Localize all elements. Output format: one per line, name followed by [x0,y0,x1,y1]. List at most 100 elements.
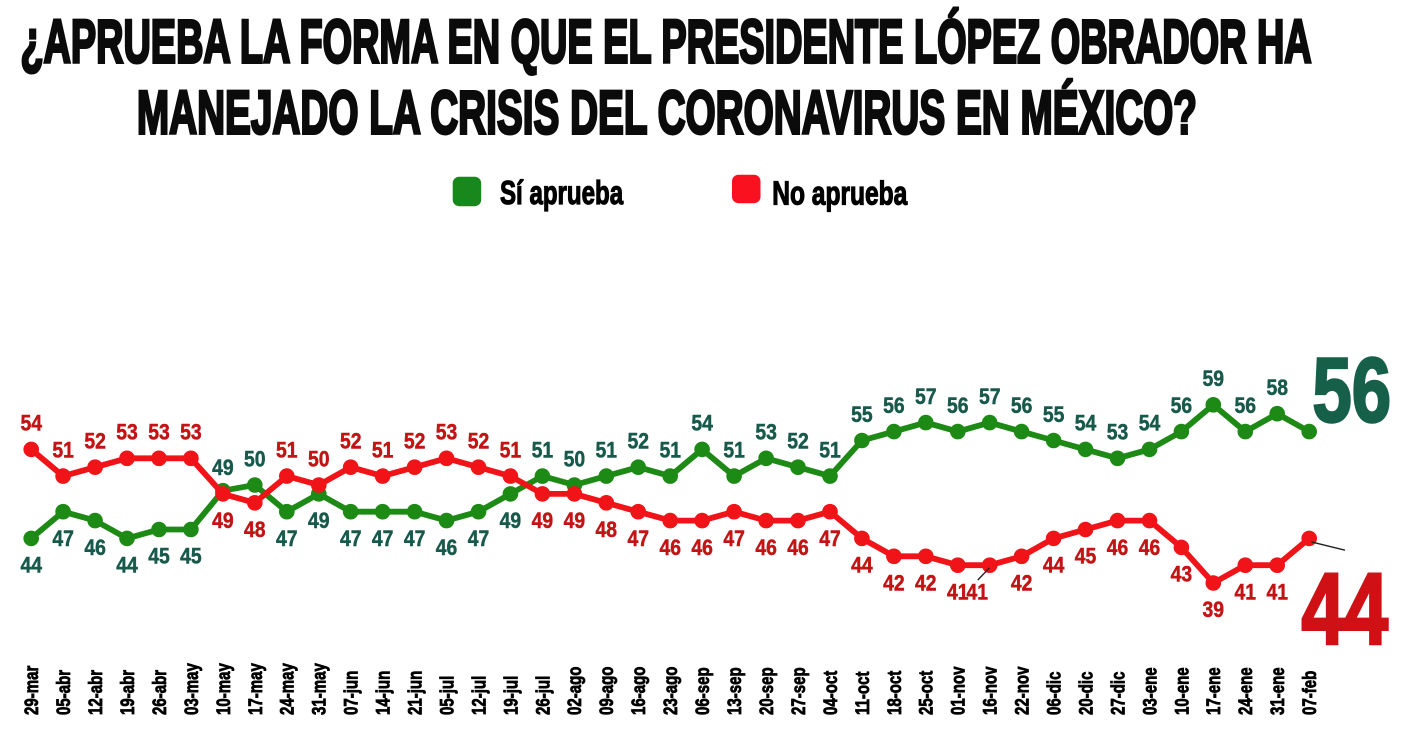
svg-text:53: 53 [116,420,138,445]
svg-text:54: 54 [691,411,713,436]
svg-text:45: 45 [148,544,170,569]
svg-text:56: 56 [1011,394,1033,419]
svg-text:54: 54 [1075,411,1097,436]
svg-text:51: 51 [659,438,681,463]
svg-text:43: 43 [1171,562,1193,587]
svg-text:47: 47 [276,527,298,552]
svg-text:46: 46 [787,535,809,560]
svg-text:48: 48 [244,518,266,543]
svg-text:54: 54 [20,411,42,436]
svg-text:19-abr: 19-abr [116,670,138,715]
svg-text:47: 47 [340,527,362,552]
svg-text:12-jul: 12-jul [468,676,490,715]
svg-text:27-dic: 27-dic [1107,671,1129,715]
svg-text:20-dic: 20-dic [1075,671,1097,715]
svg-text:46: 46 [84,535,106,560]
svg-text:12-abr: 12-abr [84,670,106,715]
svg-text:41: 41 [966,580,988,605]
svg-text:47: 47 [372,527,394,552]
svg-text:31-ene: 31-ene [1266,667,1288,715]
svg-text:41: 41 [1235,580,1257,605]
svg-text:23-ago: 23-ago [659,666,681,715]
svg-text:44: 44 [116,553,138,578]
svg-text:52: 52 [404,429,426,454]
svg-text:17-may: 17-may [244,663,266,715]
svg-text:55: 55 [851,402,873,427]
svg-text:14-jun: 14-jun [372,671,394,715]
svg-text:47: 47 [819,527,841,552]
svg-text:27-sep: 27-sep [787,667,809,715]
svg-text:46: 46 [436,535,458,560]
svg-text:56: 56 [1235,394,1257,419]
svg-text:50: 50 [308,447,330,472]
svg-text:54: 54 [1139,411,1161,436]
svg-text:47: 47 [404,527,426,552]
svg-text:44: 44 [851,553,873,578]
svg-text:51: 51 [532,438,554,463]
svg-text:42: 42 [883,571,905,596]
svg-text:31-may: 31-may [308,663,330,715]
svg-text:42: 42 [915,571,937,596]
svg-text:51: 51 [372,438,394,463]
svg-text:46: 46 [755,535,777,560]
svg-text:09-ago: 09-ago [595,666,617,715]
svg-text:51: 51 [596,438,618,463]
svg-text:20-sep: 20-sep [755,667,777,715]
svg-text:52: 52 [468,429,490,454]
svg-text:49: 49 [212,509,234,534]
svg-text:42: 42 [1011,571,1033,596]
svg-text:52: 52 [84,429,106,454]
svg-text:07-feb: 07-feb [1298,671,1320,715]
svg-text:48: 48 [596,518,618,543]
svg-text:56: 56 [1312,340,1391,442]
svg-text:53: 53 [148,420,170,445]
svg-text:06-sep: 06-sep [691,667,713,715]
svg-text:24-may: 24-may [276,663,298,715]
svg-text:47: 47 [723,527,745,552]
svg-text:51: 51 [52,438,74,463]
svg-text:10-may: 10-may [212,663,234,715]
svg-text:29-mar: 29-mar [20,665,42,715]
svg-text:06-dic: 06-dic [1043,671,1065,715]
svg-text:21-jun: 21-jun [404,671,426,715]
svg-text:44: 44 [20,553,42,578]
svg-text:MANEJADO LA CRISIS DEL CORONAV: MANEJADO LA CRISIS DEL CORONAVIRUS EN MÉ… [137,77,1197,146]
svg-text:11-oct: 11-oct [851,671,873,715]
svg-text:46: 46 [659,535,681,560]
svg-text:49: 49 [500,509,522,534]
svg-text:46: 46 [1139,535,1161,560]
svg-text:45: 45 [1075,544,1097,569]
svg-text:58: 58 [1266,376,1288,401]
svg-text:46: 46 [1107,535,1129,560]
svg-text:47: 47 [627,527,649,552]
svg-text:16-ago: 16-ago [627,666,649,715]
svg-text:53: 53 [755,420,777,445]
svg-text:26-jul: 26-jul [531,676,553,715]
svg-text:51: 51 [276,438,298,463]
svg-text:45: 45 [180,544,202,569]
svg-text:26-abr: 26-abr [148,670,170,715]
svg-text:39: 39 [1203,598,1225,623]
svg-text:24-ene: 24-ene [1234,667,1256,715]
svg-text:02-ago: 02-ago [563,666,585,715]
svg-text:19-jul: 19-jul [500,676,522,715]
svg-text:51: 51 [500,438,522,463]
svg-text:52: 52 [787,429,809,454]
svg-text:17-ene: 17-ene [1202,667,1224,715]
svg-text:53: 53 [180,420,202,445]
svg-text:47: 47 [468,527,490,552]
svg-text:07-jun: 07-jun [340,671,362,715]
svg-text:18-oct: 18-oct [883,670,905,715]
svg-text:05-abr: 05-abr [52,670,74,715]
svg-text:03-ene: 03-ene [1139,667,1161,715]
svg-text:25-oct: 25-oct [915,670,937,715]
svg-text:44: 44 [1043,553,1065,578]
svg-text:56: 56 [947,394,969,419]
svg-text:53: 53 [1107,420,1129,445]
svg-text:49: 49 [564,509,586,534]
svg-text:56: 56 [1171,394,1193,419]
svg-text:No aprueba: No aprueba [772,176,908,212]
svg-text:50: 50 [564,447,586,472]
svg-text:55: 55 [1043,402,1065,427]
svg-text:01-nov: 01-nov [947,666,969,715]
